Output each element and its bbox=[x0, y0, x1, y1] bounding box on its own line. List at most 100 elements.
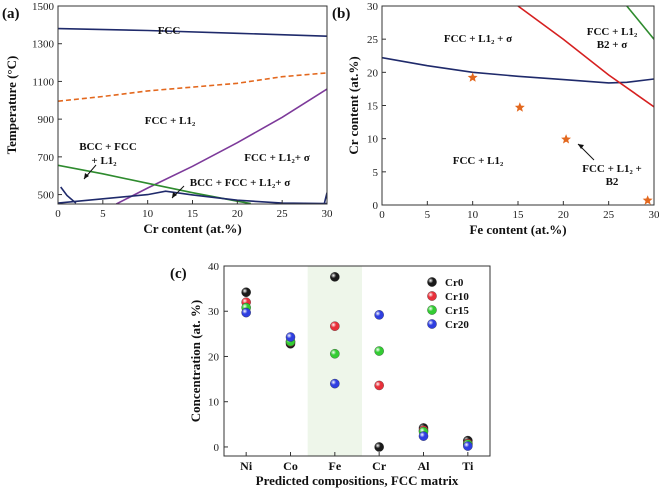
panel-label: (a) bbox=[2, 6, 20, 22]
point-Cr20-Co bbox=[285, 332, 296, 342]
region-label-4: FCC + L1₂ bbox=[453, 155, 504, 167]
legend-marker-Cr15 bbox=[427, 305, 437, 315]
y-tick-label-30: 30 bbox=[208, 306, 220, 318]
region-label-2: FCC + L1₂ bbox=[145, 115, 196, 127]
y-tick-label-900: 900 bbox=[38, 114, 55, 126]
region-label-6: BCC + FCC + L1₂+ σ bbox=[190, 177, 291, 189]
boundary-line-3 bbox=[626, 6, 654, 40]
x-tick-label-30: 30 bbox=[649, 209, 659, 221]
boundary-line-1 bbox=[382, 56, 654, 84]
point-Cr20-Fe bbox=[330, 378, 340, 389]
y-tick-label-500: 500 bbox=[38, 190, 55, 202]
x-tick-label-5: 5 bbox=[425, 209, 431, 221]
region-label-5: FCC + L1₂ + bbox=[582, 163, 642, 175]
y-tick-label-20: 20 bbox=[208, 351, 220, 363]
y-tick-label-10: 10 bbox=[208, 397, 220, 409]
region-label-6: B2 bbox=[606, 176, 619, 188]
region-label-1: FCC + L1₂ + σ bbox=[444, 33, 512, 45]
y-axis-label: Temperature (°C) bbox=[4, 56, 19, 155]
region-label-1: FCC bbox=[158, 25, 181, 37]
legend-label-Cr0: Cr0 bbox=[445, 277, 464, 289]
x-tick-label-15: 15 bbox=[187, 208, 199, 220]
y-tick-label-5: 5 bbox=[373, 167, 379, 179]
star-marker-4 bbox=[642, 195, 653, 205]
point-Cr20-Al bbox=[418, 431, 429, 441]
x-tick-label-0: 0 bbox=[55, 208, 61, 220]
x-tick-label-Ni: Ni bbox=[240, 459, 253, 473]
y-tick-label-0: 0 bbox=[373, 200, 379, 212]
y-tick-label-10: 10 bbox=[367, 134, 379, 146]
boundary-line-4 bbox=[58, 164, 251, 204]
legend-marker-Cr0 bbox=[427, 277, 437, 287]
boundary-line-3 bbox=[115, 88, 327, 204]
legend-label-Cr15: Cr15 bbox=[445, 305, 469, 317]
boundary-line-2 bbox=[517, 6, 654, 108]
x-tick-label-15: 15 bbox=[513, 209, 525, 221]
point-Cr10-Fe bbox=[330, 321, 340, 331]
x-tick-label-20: 20 bbox=[232, 208, 244, 220]
y-axis-label: Cr content (at.%) bbox=[346, 56, 361, 154]
legend-marker-Cr10 bbox=[427, 291, 437, 301]
x-tick-label-Cr: Cr bbox=[372, 459, 387, 473]
y-tick-label-15: 15 bbox=[367, 101, 379, 113]
boundary-line-1 bbox=[58, 27, 327, 37]
region-label-5: + L1₂ bbox=[91, 155, 117, 167]
star-marker-3 bbox=[561, 134, 571, 144]
region-arrow-bcc-head bbox=[84, 173, 89, 179]
legend-marker-Cr20 bbox=[427, 319, 437, 329]
y-tick-label-25: 25 bbox=[367, 34, 379, 46]
region-label-2: FCC + L1₂ bbox=[587, 26, 638, 38]
x-tick-label-10: 10 bbox=[142, 208, 154, 220]
star-marker-1 bbox=[467, 72, 478, 82]
panel-label: (c) bbox=[170, 266, 187, 282]
legend-label-Cr10: Cr10 bbox=[445, 291, 469, 303]
region-arrow-b2-head bbox=[578, 144, 584, 149]
panel-c-concentration-plot: Ni Co Fe Cr Al Ti 0 10 20 30 40 Cr0 Cr10 Cr15 Cr20 Pred… bbox=[170, 261, 491, 488]
y-tick-label-0: 0 bbox=[214, 442, 220, 454]
panel-label: (b) bbox=[332, 6, 350, 22]
panel-b-composition-map: 0 5 10 15 20 25 30 0 5 10 15 20 25 30 Fe content (at.%… bbox=[332, 1, 659, 237]
region-arrow-sigma-head bbox=[172, 192, 177, 198]
x-tick-label-Al: Al bbox=[418, 459, 431, 473]
x-tick-label-25: 25 bbox=[277, 208, 289, 220]
point-Cr0-Ni bbox=[241, 287, 251, 297]
x-tick-label-Ti: Ti bbox=[462, 459, 474, 473]
x-axis-label: Cr content (at.%) bbox=[143, 221, 241, 236]
legend-label-Cr20: Cr20 bbox=[445, 319, 469, 331]
point-Cr0-Fe bbox=[330, 272, 340, 282]
curve-group bbox=[382, 6, 654, 108]
region-label-3: FCC + L1₂+ σ bbox=[244, 152, 310, 164]
y-tick-label-1300: 1300 bbox=[32, 39, 55, 51]
region-label-3: B2 + σ bbox=[597, 39, 628, 51]
y-tick-label-20: 20 bbox=[367, 67, 379, 79]
x-tick-label-Co: Co bbox=[283, 459, 298, 473]
highlight-band bbox=[307, 266, 362, 456]
x-tick-label-20: 20 bbox=[558, 209, 570, 221]
region-label-4: BCC + FCC bbox=[79, 141, 137, 153]
point-Cr15-Cr bbox=[374, 346, 384, 356]
point-Cr20-Cr bbox=[374, 310, 384, 320]
y-tick-label-40: 40 bbox=[208, 261, 220, 273]
x-tick-label-10: 10 bbox=[467, 209, 479, 221]
plot-frame bbox=[223, 265, 491, 457]
x-tick-label-0: 0 bbox=[379, 209, 385, 221]
boundary-line-5 bbox=[60, 186, 77, 204]
x-tick-label-5: 5 bbox=[100, 208, 106, 220]
y-tick-label-1500: 1500 bbox=[32, 1, 55, 13]
point-Cr0-Cr bbox=[374, 442, 384, 452]
y-tick-label-1100: 1100 bbox=[32, 76, 54, 88]
x-tick-label-Fe: Fe bbox=[329, 459, 342, 473]
plot-frame bbox=[57, 5, 328, 205]
x-axis-label: Predicted compositions, FCC matrix bbox=[256, 473, 459, 488]
panel-a-phase-diagram: 0 5 10 15 20 25 30 500 700 900 1100 1300 1500 Cr cont… bbox=[2, 1, 333, 236]
boundary-line-2 bbox=[58, 72, 327, 102]
y-tick-label-30: 30 bbox=[367, 1, 379, 13]
x-tick-label-30: 30 bbox=[322, 208, 334, 220]
point-Cr20-Ti bbox=[463, 441, 473, 451]
y-tick-label-700: 700 bbox=[38, 152, 55, 164]
star-marker-2 bbox=[514, 102, 525, 112]
y-axis-label: Concentration (at. %) bbox=[188, 300, 203, 422]
x-tick-label-25: 25 bbox=[603, 209, 615, 221]
point-Cr10-Cr bbox=[374, 380, 384, 391]
